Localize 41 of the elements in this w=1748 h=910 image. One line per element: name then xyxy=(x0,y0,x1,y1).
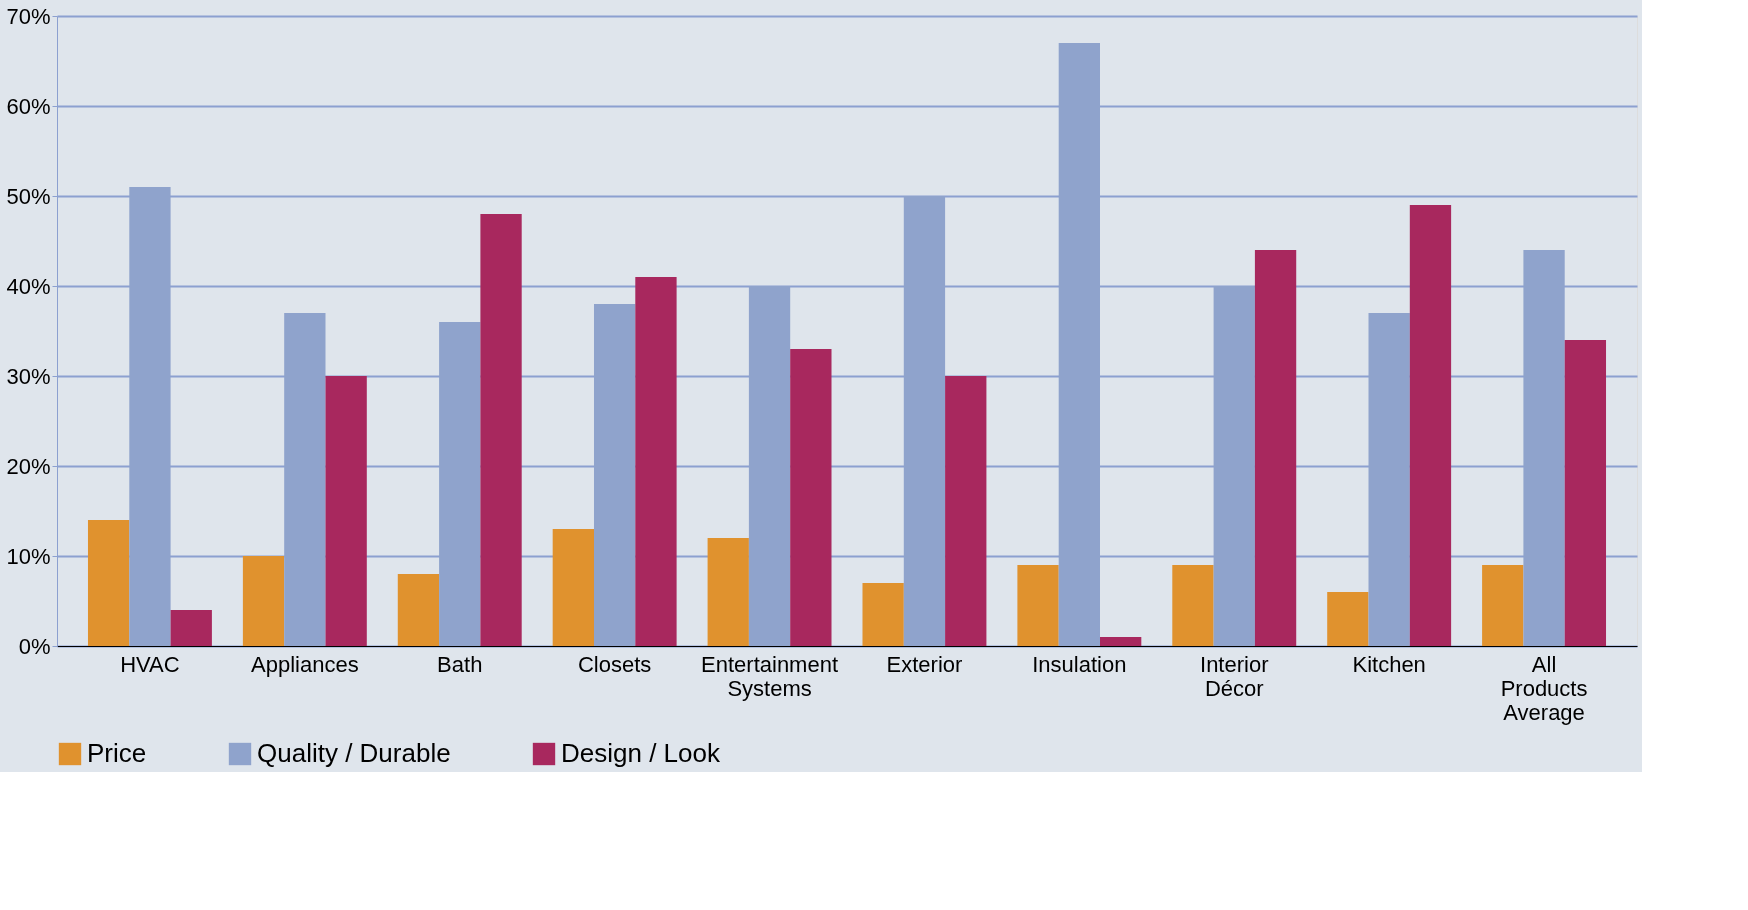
bar xyxy=(1172,565,1214,646)
legend-label: Design / Look xyxy=(561,738,721,768)
bar xyxy=(1564,340,1607,646)
bar xyxy=(1327,592,1369,646)
bar xyxy=(862,583,904,646)
bar xyxy=(242,556,285,646)
x-tick-label: Appliances xyxy=(251,651,359,677)
bar xyxy=(170,610,212,646)
bar xyxy=(790,349,832,646)
bar xyxy=(707,538,749,646)
bar xyxy=(325,376,367,646)
bar xyxy=(480,214,522,646)
bar xyxy=(87,520,130,646)
y-tick-label: 10% xyxy=(6,543,51,569)
x-tick-label: Bath xyxy=(437,651,483,677)
x-tick-label: Interior Décor xyxy=(1200,651,1269,701)
x-tick-label: Entertainment Systems xyxy=(701,651,839,701)
legend-label: Price xyxy=(87,738,147,768)
bar xyxy=(1017,565,1059,646)
x-tick-label: Kitchen xyxy=(1352,651,1426,677)
x-tick-label: HVAC xyxy=(120,651,180,677)
bar xyxy=(397,574,440,646)
y-tick-label: 70% xyxy=(6,3,51,29)
x-tick-label: Exterior xyxy=(886,651,963,677)
x-tick-label: Closets xyxy=(577,651,652,677)
y-tick-label: 60% xyxy=(6,93,51,119)
bar xyxy=(635,277,677,646)
x-tick-label: All Products Average xyxy=(1500,651,1588,725)
x-tick-label: Insulation xyxy=(1032,651,1127,677)
bar xyxy=(1254,250,1297,646)
bar xyxy=(1100,637,1142,646)
bar xyxy=(1409,205,1452,646)
bar xyxy=(945,376,987,646)
bar xyxy=(552,529,594,646)
y-tick-label: 0% xyxy=(18,633,51,659)
bar xyxy=(1482,565,1524,646)
y-tick-label: 20% xyxy=(6,453,51,479)
y-tick-label: 30% xyxy=(6,363,51,389)
legend-label: Quality / Durable xyxy=(257,738,451,768)
y-tick-label: 40% xyxy=(6,273,51,299)
y-tick-label: 50% xyxy=(6,183,51,209)
